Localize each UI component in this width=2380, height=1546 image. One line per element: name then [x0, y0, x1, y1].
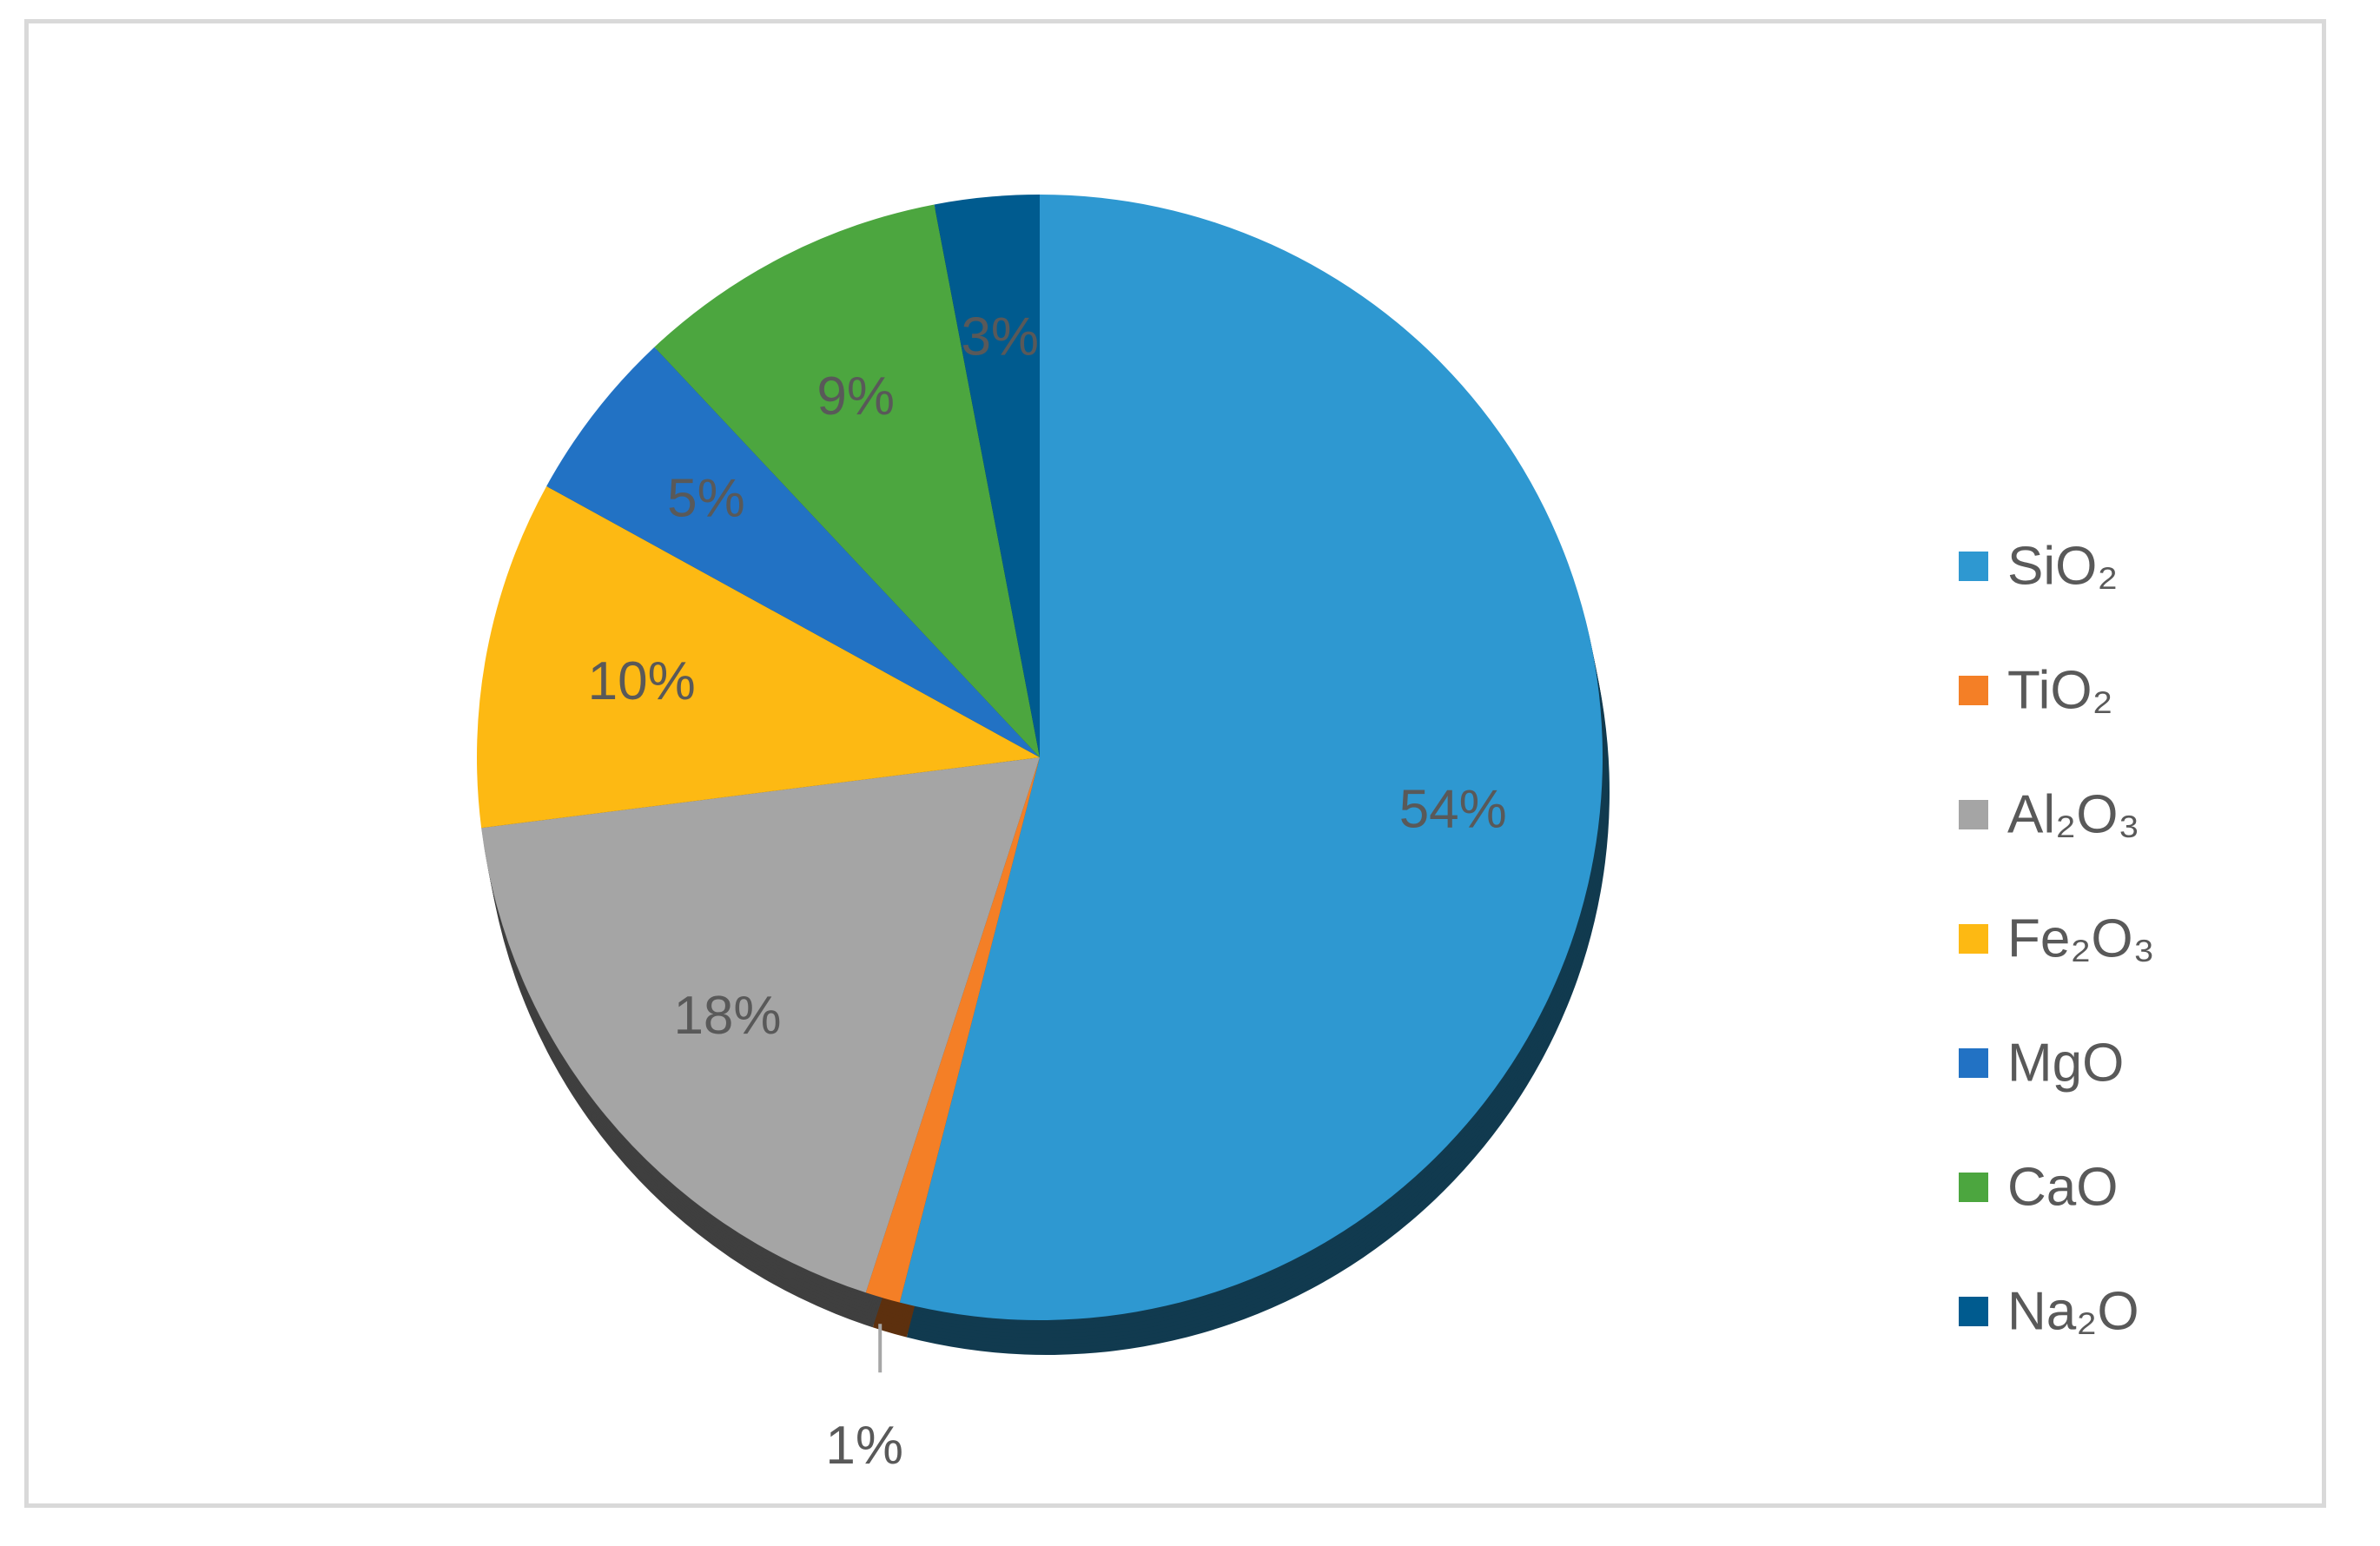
- slice-labels: 54% 1% 18% 10% 5% 9% 3%: [588, 307, 1507, 1476]
- legend-label-mgo: MgO: [2007, 1034, 2124, 1093]
- pie-slice-cao: [654, 204, 1040, 758]
- pie-slices: [477, 195, 1603, 1320]
- legend-label-na2o: Na₂O: [2007, 1282, 2139, 1342]
- legend-swatch-sio2: [1959, 552, 1988, 581]
- pie-slice-na2o: [934, 195, 1040, 757]
- legend-label-al2o3: Al₂O₃: [2007, 785, 2140, 845]
- legend-swatch-tio2: [1959, 676, 1988, 705]
- slice-label-mgo: 5%: [667, 469, 745, 529]
- legend-swatch-na2o: [1959, 1297, 1988, 1326]
- legend-label-sio2: SiO₂: [2007, 537, 2118, 597]
- slice-label-tio2: 1%: [825, 1416, 903, 1476]
- slice-label-cao: 9%: [816, 367, 895, 426]
- legend-label-tio2: TiO₂: [2007, 661, 2113, 721]
- legend-label-fe2o3: Fe₂O₃: [2007, 909, 2155, 969]
- legend-swatch-cao: [1959, 1173, 1988, 1202]
- pie-slice-al2o3: [481, 757, 1040, 1293]
- slice-label-sio2: 54%: [1399, 780, 1507, 840]
- pie-slice-mgo: [546, 347, 1040, 757]
- legend-label-cao: CaO: [2007, 1158, 2118, 1218]
- legend: SiO₂ TiO₂ Al₂O₃ Fe₂O₃ MgO CaO Na₂O: [1959, 537, 2155, 1342]
- legend-swatch-fe2o3: [1959, 924, 1988, 954]
- slice-label-na2o: 3%: [961, 307, 1039, 367]
- slice-label-al2o3: 18%: [673, 986, 781, 1046]
- pie-slice-tio2: [865, 757, 1040, 1303]
- legend-swatch-mgo: [1959, 1048, 1988, 1078]
- slice-label-fe2o3: 10%: [588, 651, 696, 711]
- legend-swatch-al2o3: [1959, 800, 1988, 829]
- pie-slice-fe2o3: [477, 486, 1040, 829]
- pie-slice-sio2: [899, 195, 1603, 1320]
